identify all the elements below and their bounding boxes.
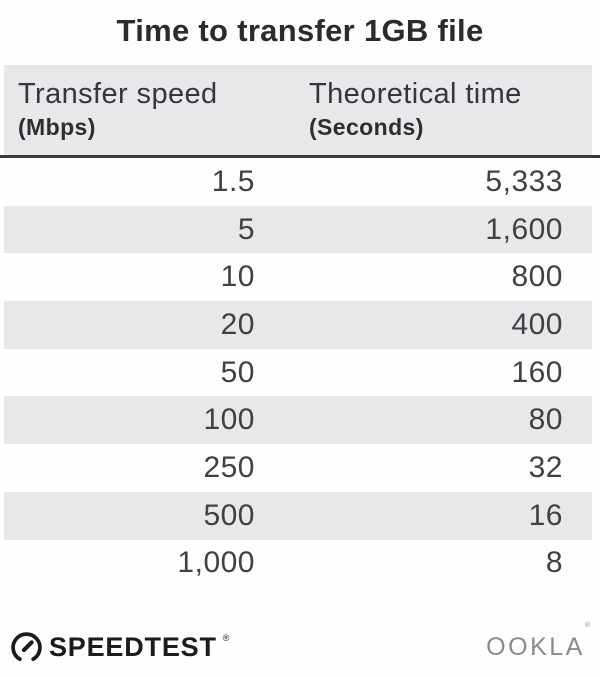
table-header: Transfer speed (Mbps) Theoretical time (… (4, 65, 592, 155)
speed-value: 100 (203, 403, 255, 437)
table-row: 20 400 (4, 301, 592, 349)
time-value: 32 (528, 450, 563, 484)
time-value: 5,333 (485, 164, 563, 198)
speed-value: 50 (220, 355, 255, 389)
speedtest-wordmark: SPEEDTEST (49, 631, 217, 662)
page-title: Time to transfer 1GB file (116, 13, 484, 48)
header-theoretical-time-unit: (Seconds) (309, 113, 424, 140)
speed-value: 1,000 (177, 546, 255, 580)
header-separator-rule (0, 155, 600, 158)
header-transfer-speed: Transfer speed (Mbps) (4, 78, 295, 141)
table-row: 100 80 (4, 396, 592, 445)
speed-value: 10 (220, 260, 255, 294)
table-body: 1.5 5,333 5 1,600 10 800 20 400 50 160 1… (4, 158, 592, 587)
time-value: 16 (528, 498, 563, 532)
table-row: 250 32 (4, 444, 592, 492)
footer: SPEEDTEST ® OOKLA ® (10, 622, 590, 666)
header-transfer-speed-unit: (Mbps) (18, 113, 96, 140)
ookla-logo: OOKLA ® (486, 622, 590, 662)
speed-value: 250 (203, 450, 255, 484)
table-row: 5 1,600 (4, 205, 592, 254)
speedtest-logo: SPEEDTEST ® (10, 631, 229, 664)
gauge-icon (10, 631, 43, 664)
speed-value: 5 (237, 212, 255, 246)
speed-value: 1.5 (211, 164, 255, 198)
speed-value: 20 (220, 307, 255, 341)
time-value: 160 (511, 355, 563, 389)
time-value: 400 (511, 307, 563, 341)
registered-trademark-icon: ® (584, 621, 590, 629)
time-value: 8 (545, 546, 563, 580)
time-value: 80 (528, 403, 563, 437)
header-theoretical-time-label: Theoretical time (309, 78, 522, 111)
table-row: 10 800 (4, 253, 592, 301)
header-theoretical-time: Theoretical time (Seconds) (295, 78, 592, 141)
time-value: 1,600 (485, 212, 563, 246)
header-transfer-speed-label: Transfer speed (18, 78, 218, 111)
ookla-wordmark: OOKLA (486, 632, 585, 661)
table-row: 1,000 8 (4, 540, 592, 588)
table-row: 500 16 (4, 491, 592, 540)
speed-value: 500 (203, 498, 255, 532)
registered-trademark-icon: ® (222, 633, 230, 643)
table-row: 1.5 5,333 (4, 158, 592, 206)
table-row: 50 160 (4, 349, 592, 397)
time-value: 800 (511, 260, 563, 294)
